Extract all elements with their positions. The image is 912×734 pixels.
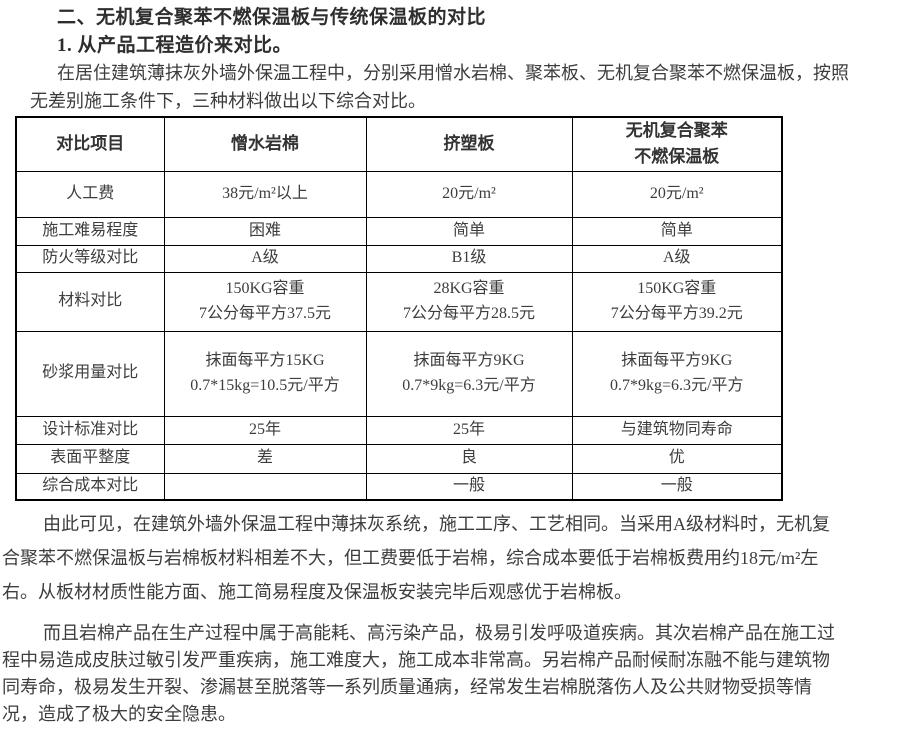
column-header-xps: 挤塑板 (365, 116, 573, 172)
intro-paragraph: 在居住建筑薄抹灰外墙外保温工程中，分别采用憎水岩棉、聚苯板、无机复合聚苯不燃保温… (30, 63, 849, 111)
row-label: 施工难易程度 (15, 216, 165, 246)
table-cell: 一般 (571, 472, 783, 501)
table-row-material: 材料对比 150KG容重 7公分每平方37.5元 28KG容重 7公分每平方28… (15, 271, 783, 332)
table-cell: 28KG容重 7公分每平方28.5元 (365, 271, 573, 332)
table-row-design-standard: 设计标准对比 25年 25年 与建筑物同寿命 (15, 415, 783, 445)
column-header-item: 对比项目 (15, 116, 165, 172)
table-cell: A级 (571, 244, 783, 273)
table-cell: 简单 (365, 216, 573, 246)
table-cell: 抹面每平方9KG 0.7*9kg=6.3元/平方 (365, 330, 573, 417)
table-cell: 150KG容重 7公分每平方37.5元 (163, 271, 367, 332)
row-label: 设计标准对比 (15, 415, 165, 445)
document-page: 二、无机复合聚苯不燃保温板与传统保温板的对比 1. 从产品工程造价来对比。 在居… (0, 4, 912, 734)
table-cell: 简单 (571, 216, 783, 246)
row-label: 材料对比 (15, 271, 165, 332)
table-cell: 38元/m²以上 (163, 170, 367, 218)
table-cell: 20元/m² (365, 170, 573, 218)
table-cell: 良 (365, 443, 573, 474)
table-cell: 与建筑物同寿命 (571, 415, 783, 445)
table-row-surface-flatness: 表面平整度 差 良 优 (15, 443, 783, 474)
table-cell: 抹面每平方15KG 0.7*15kg=10.5元/平方 (163, 330, 367, 417)
table-row-mortar-usage: 砂浆用量对比 抹面每平方15KG 0.7*15kg=10.5元/平方 抹面每平方… (15, 330, 783, 417)
table-row-fire-rating: 防火等级对比 A级 B1级 A级 (15, 244, 783, 273)
row-label: 表面平整度 (15, 443, 165, 474)
column-header-inorganic: 无机复合聚苯 不燃保温板 (571, 116, 783, 172)
table-header-row: 对比项目 憎水岩棉 挤塑板 无机复合聚苯 不燃保温板 (15, 116, 783, 172)
row-label: 综合成本对比 (15, 472, 165, 501)
table-cell: 25年 (365, 415, 573, 445)
table-cell (163, 472, 367, 501)
analysis-paragraph-1: 由此可见，在建筑外墙外保温工程中薄抹灰系统，施工工序、工艺相同。当采用A级材料时… (2, 514, 830, 603)
analysis-paragraph-2: 而且岩棉产品在生产过程中属于高能耗、高污染产品，极易引发呼吸道疾病。其次岩棉产品… (2, 623, 835, 725)
row-label: 人工费 (15, 170, 165, 218)
table-cell: 150KG容重 7公分每平方39.2元 (571, 271, 783, 332)
table-cell: 差 (163, 443, 367, 474)
table-cell: A级 (163, 244, 367, 273)
sub-heading: 1. 从产品工程造价来对比。 (57, 35, 293, 56)
table-row-overall-cost: 综合成本对比 一般 一般 (15, 472, 783, 501)
table-cell: 抹面每平方9KG 0.7*9kg=6.3元/平方 (571, 330, 783, 417)
comparison-table: 对比项目 憎水岩棉 挤塑板 无机复合聚苯 不燃保温板 人工费 38元/m²以上 … (15, 116, 783, 502)
table-cell: 20元/m² (571, 170, 783, 218)
table-cell: 一般 (365, 472, 573, 501)
table-cell: 优 (571, 443, 783, 474)
row-label: 防火等级对比 (15, 244, 165, 273)
table-cell: B1级 (365, 244, 573, 273)
column-header-rockwool: 憎水岩棉 (163, 116, 367, 172)
table-row-construction-difficulty: 施工难易程度 困难 简单 简单 (15, 216, 783, 246)
table-cell: 25年 (163, 415, 367, 445)
section-heading: 二、无机复合聚苯不燃保温板与传统保温板的对比 (57, 7, 487, 28)
table-row-labor-cost: 人工费 38元/m²以上 20元/m² 20元/m² (15, 170, 783, 218)
row-label: 砂浆用量对比 (15, 330, 165, 417)
table-cell: 困难 (163, 216, 367, 246)
